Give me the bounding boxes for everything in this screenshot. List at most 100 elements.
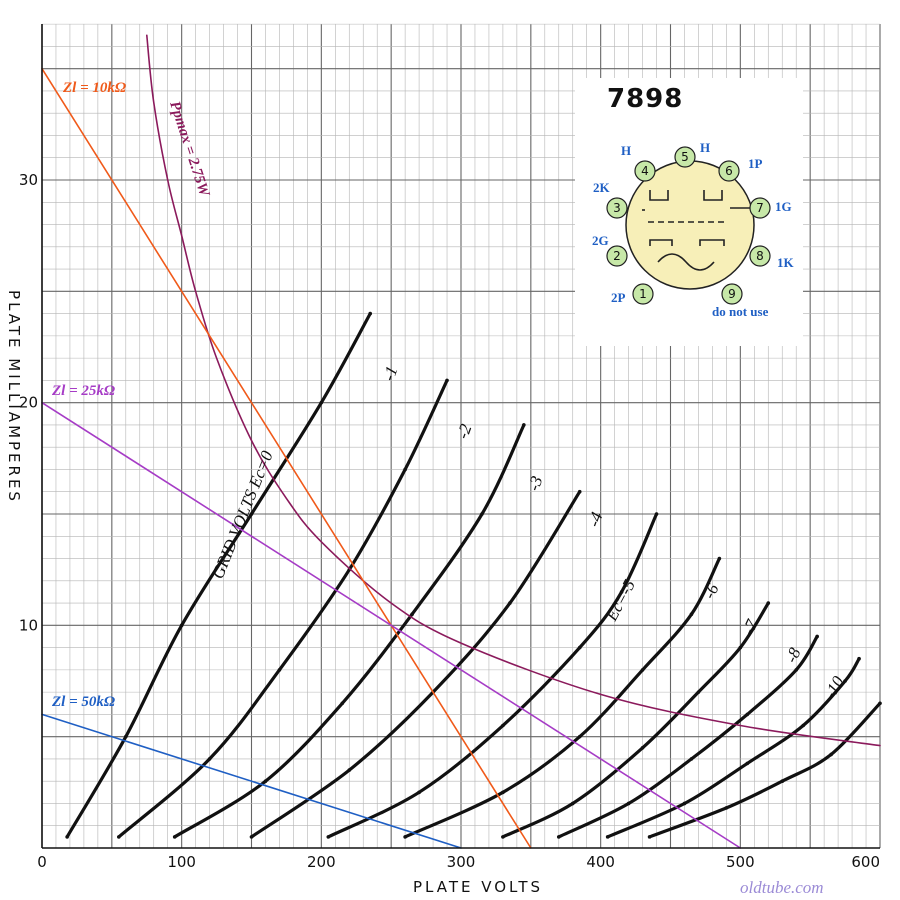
series-point bbox=[522, 423, 526, 427]
pin-function-label: 2K bbox=[593, 180, 611, 195]
curve-label: -2 bbox=[453, 421, 476, 441]
pin-number: 4 bbox=[641, 164, 649, 178]
series-point bbox=[263, 779, 268, 783]
series-point bbox=[65, 835, 69, 839]
pin-circle bbox=[718, 160, 740, 182]
series-line-zl-25k bbox=[41, 401, 742, 849]
tube-schematic-symbol bbox=[642, 190, 750, 271]
series-point bbox=[501, 790, 505, 795]
series-point bbox=[577, 645, 582, 650]
series-point bbox=[843, 679, 847, 683]
series-point bbox=[501, 835, 505, 839]
series-point bbox=[857, 656, 861, 661]
x-tick-label: 400 bbox=[586, 853, 615, 871]
series-point bbox=[717, 556, 722, 561]
series-point bbox=[403, 467, 407, 472]
series-line-zl-10k bbox=[41, 67, 532, 849]
pin-circle bbox=[749, 197, 771, 219]
x-tick-label: 0 bbox=[37, 853, 47, 871]
series-point bbox=[766, 601, 771, 605]
series-point bbox=[724, 806, 729, 810]
series-point bbox=[745, 712, 750, 717]
series-point bbox=[319, 400, 324, 405]
series-point bbox=[626, 801, 631, 806]
series-line-grid-volts-ec-0 bbox=[65, 312, 372, 839]
pin-number: 6 bbox=[725, 164, 733, 178]
x-axis-title: PLATE VOLTS bbox=[413, 878, 543, 896]
pin-function-label: do not use bbox=[712, 304, 769, 319]
curve-label: Zl = 25kΩ bbox=[51, 383, 115, 399]
series-point bbox=[570, 801, 575, 806]
tube-type-title: 7898 bbox=[607, 84, 683, 114]
series-point bbox=[780, 779, 785, 783]
x-tick-label: 300 bbox=[447, 853, 476, 871]
series-point bbox=[445, 378, 449, 383]
series-point bbox=[640, 746, 645, 750]
pin-function-label: 1G bbox=[775, 199, 792, 214]
series-line-4 bbox=[326, 512, 659, 839]
series-point bbox=[647, 835, 652, 839]
pin-circle bbox=[634, 160, 656, 182]
series-point bbox=[207, 757, 212, 761]
series-point bbox=[417, 790, 421, 795]
series-point bbox=[508, 601, 512, 605]
pin-function-label: 2P bbox=[611, 290, 626, 305]
curve-label: Zl = 50kΩ bbox=[51, 694, 115, 710]
series-point bbox=[605, 835, 610, 839]
series-point bbox=[801, 723, 805, 728]
pin-circle bbox=[632, 283, 654, 305]
pin-number: 8 bbox=[756, 249, 764, 263]
series-point bbox=[117, 835, 121, 839]
pin-circle bbox=[606, 197, 628, 219]
axes: 0 100 200 300 400 500 600 10 20 30 PLATE VOLTS PLAT… bbox=[5, 24, 880, 896]
pin-function-label: H bbox=[621, 143, 631, 158]
curve-label: -4 bbox=[584, 509, 607, 529]
series-point bbox=[326, 835, 331, 839]
pin-function-label: 1P bbox=[748, 156, 763, 171]
series-point bbox=[829, 752, 833, 757]
series-point bbox=[556, 835, 561, 839]
series-line-1 bbox=[117, 378, 449, 839]
series-line-ppmax-2-75w bbox=[146, 34, 881, 747]
series-point bbox=[654, 512, 659, 516]
series-point bbox=[249, 512, 254, 516]
y-axis-title: PLATE MILLIAMPERES bbox=[5, 290, 23, 504]
series-point bbox=[878, 701, 882, 706]
curve-label: -1 bbox=[379, 364, 402, 384]
series-point bbox=[179, 623, 184, 628]
series-point bbox=[640, 668, 645, 672]
series-point bbox=[347, 768, 352, 772]
series-line-zl-50k bbox=[41, 713, 462, 849]
pin-number: 5 bbox=[681, 150, 689, 164]
series-point bbox=[794, 668, 798, 672]
y-tick-label: 20 bbox=[19, 394, 38, 412]
series-point bbox=[124, 734, 128, 739]
pin-circle bbox=[674, 146, 696, 168]
series-point bbox=[410, 612, 414, 616]
pin-number: 9 bbox=[728, 287, 736, 301]
series-point bbox=[340, 701, 345, 706]
series-point bbox=[738, 645, 743, 650]
series-point bbox=[249, 835, 254, 839]
pin-number: 1 bbox=[639, 287, 647, 301]
series-layer bbox=[41, 34, 882, 849]
series-point bbox=[696, 690, 701, 694]
curve-label: Zl = 10kΩ bbox=[62, 80, 126, 96]
series-point bbox=[577, 489, 582, 494]
pin-circle bbox=[749, 245, 771, 267]
x-tick-label: 100 bbox=[167, 853, 196, 871]
series-point bbox=[403, 835, 407, 839]
series-point bbox=[619, 590, 624, 594]
x-tick-label: 200 bbox=[307, 853, 336, 871]
series-point bbox=[682, 801, 687, 806]
series-point bbox=[501, 723, 505, 728]
series-line-2 bbox=[173, 423, 526, 839]
pin-function-label: 1K bbox=[777, 255, 795, 270]
x-tick-label: 600 bbox=[851, 853, 880, 871]
series-point bbox=[815, 634, 819, 639]
y-tick-label: 10 bbox=[19, 616, 38, 634]
series-point bbox=[745, 761, 750, 766]
